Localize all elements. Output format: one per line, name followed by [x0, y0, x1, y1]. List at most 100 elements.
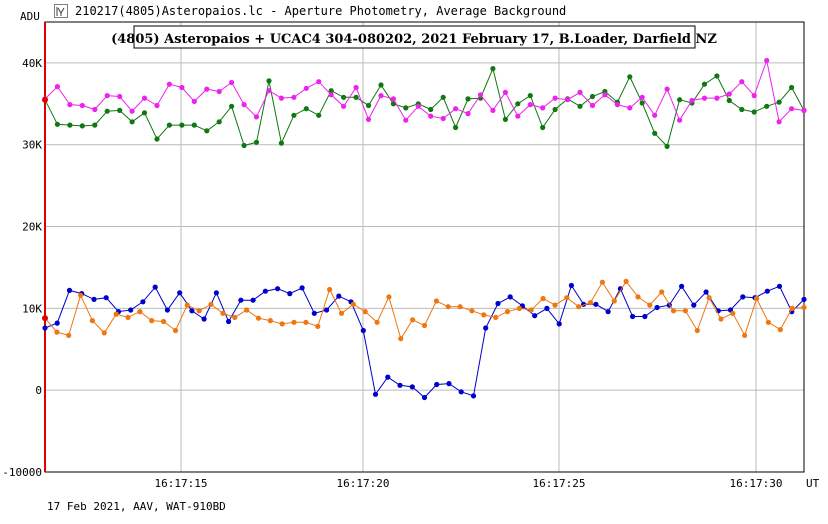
data-point-blue — [311, 310, 317, 316]
data-point-green — [527, 93, 533, 99]
data-point-magenta — [341, 103, 347, 109]
data-point-magenta — [390, 96, 396, 102]
data-point-blue — [189, 308, 195, 314]
series-layer — [42, 57, 807, 401]
data-point-orange — [350, 301, 356, 307]
data-point-orange — [742, 332, 748, 338]
data-point-magenta — [552, 95, 558, 101]
data-point-blue — [397, 382, 403, 388]
data-point-orange — [730, 310, 736, 316]
data-point-orange — [113, 311, 119, 317]
data-point-magenta — [428, 113, 434, 119]
data-point-orange — [718, 316, 724, 322]
data-point-blue — [152, 284, 158, 290]
data-point-magenta — [577, 89, 583, 95]
marker-dot — [42, 315, 48, 322]
data-point-orange — [421, 322, 428, 329]
data-point-orange — [647, 302, 653, 308]
data-point-magenta — [129, 108, 135, 114]
data-point-orange — [338, 310, 345, 316]
data-point-blue — [385, 374, 391, 380]
data-point-magenta — [353, 84, 359, 91]
data-point-blue — [642, 313, 648, 320]
data-point-magenta — [502, 89, 508, 95]
data-point-orange — [291, 319, 297, 325]
data-point-green — [390, 101, 396, 107]
data-point-green — [440, 94, 446, 100]
data-point-magenta — [415, 103, 421, 109]
data-point-green — [739, 106, 745, 113]
data-point-blue — [458, 389, 464, 395]
data-point-magenta — [241, 102, 247, 108]
data-point-green — [726, 97, 732, 104]
data-point-magenta — [515, 113, 521, 119]
data-point-magenta — [278, 95, 284, 101]
data-point-orange — [196, 308, 202, 314]
data-point-orange — [659, 289, 665, 295]
data-point-green — [776, 99, 782, 105]
data-point-orange — [576, 304, 582, 310]
data-point-magenta — [726, 91, 732, 97]
data-point-orange — [267, 318, 273, 324]
data-point-green — [328, 88, 334, 94]
data-point-green — [253, 139, 260, 145]
data-point-blue — [568, 282, 575, 289]
data-point-magenta — [154, 102, 160, 109]
data-point-magenta — [490, 107, 496, 113]
data-point-green — [303, 106, 309, 112]
data-point-orange — [765, 319, 772, 325]
data-point-magenta — [701, 95, 708, 101]
data-point-green — [104, 108, 110, 114]
x-tick-label: 16:17:25 — [533, 477, 586, 490]
data-point-orange — [362, 309, 368, 315]
data-point-green — [714, 73, 720, 79]
data-point-magenta — [104, 93, 110, 99]
data-point-magenta — [801, 107, 807, 113]
data-point-blue — [66, 287, 73, 293]
data-point-green — [751, 109, 757, 115]
data-point-magenta — [465, 111, 471, 117]
data-point-orange — [754, 295, 760, 302]
data-point-magenta — [739, 79, 745, 85]
data-point-blue — [495, 300, 501, 307]
data-point-orange — [327, 286, 333, 293]
data-point-green — [677, 97, 683, 103]
window-title: 210217(4805)Asteropaios.lc - Aperture Ph… — [75, 4, 567, 18]
data-point-magenta — [365, 116, 372, 122]
data-point-blue — [630, 313, 636, 320]
data-point-orange — [374, 319, 380, 325]
data-point-green — [365, 102, 372, 109]
data-point-orange — [184, 302, 190, 308]
data-point-green — [79, 123, 85, 129]
data-point-green — [502, 116, 508, 122]
data-point-blue — [593, 301, 599, 307]
data-point-blue — [360, 327, 366, 334]
data-point-orange — [445, 304, 451, 310]
data-point-blue — [262, 288, 268, 294]
data-point-green — [129, 119, 135, 125]
data-point-green — [229, 103, 235, 109]
data-point-blue — [299, 285, 305, 291]
data-point-magenta — [316, 79, 322, 85]
data-point-orange — [232, 314, 238, 320]
data-point-green — [154, 136, 160, 142]
data-point-blue — [275, 286, 281, 292]
lightcurve-app-icon[interactable] — [54, 4, 68, 18]
x-tick-label: 16:17:30 — [730, 477, 783, 490]
data-point-green — [540, 124, 546, 131]
data-point-green — [403, 105, 409, 111]
data-point-magenta — [54, 84, 61, 90]
data-point-orange — [457, 304, 463, 310]
grid-layer — [45, 22, 804, 472]
data-point-blue — [801, 296, 807, 302]
data-point-green — [179, 122, 185, 128]
data-point-orange — [493, 314, 499, 320]
data-point-green — [191, 122, 197, 128]
data-point-blue — [336, 293, 342, 299]
data-point-blue — [679, 283, 685, 289]
data-point-green — [639, 100, 645, 106]
data-point-orange — [279, 321, 285, 327]
data-point-orange — [469, 308, 475, 314]
data-point-green — [465, 96, 471, 102]
data-point-blue — [544, 305, 550, 311]
